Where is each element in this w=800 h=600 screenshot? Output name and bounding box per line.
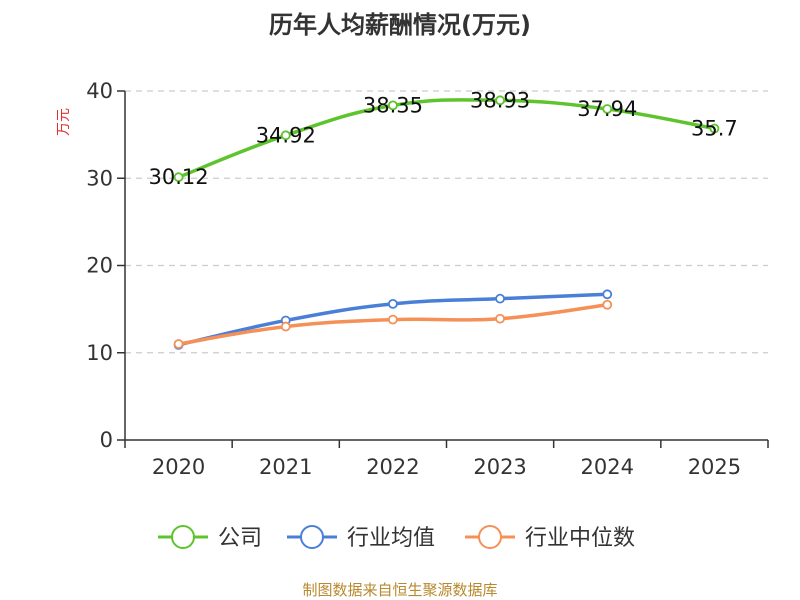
data-point <box>388 314 398 325</box>
data-point <box>388 100 398 111</box>
legend-item[interactable]: 行业均值 <box>287 525 435 551</box>
legend-label: 行业均值 <box>347 526 435 551</box>
x-tick-label: 2020 <box>152 455 205 479</box>
x-tick-label: 2023 <box>473 455 526 479</box>
y-tick-label: 0 <box>100 428 113 452</box>
data-point <box>709 123 720 134</box>
legend-label: 行业中位数 <box>525 526 635 551</box>
data-point <box>602 289 613 300</box>
data-label: 34.92 <box>256 123 316 147</box>
y-tick-label: 30 <box>86 166 113 190</box>
x-tick-label: 2021 <box>259 455 312 479</box>
data-labels: 30.12 34.92 38.35 38.93 37.94 35.7 <box>149 88 738 189</box>
axes: 0 10 20 30 40 2020 2021 2022 2023 2024 2025 <box>86 79 769 479</box>
data-point <box>280 130 291 141</box>
legend[interactable]: 公司 行业均值 行业中位数 <box>158 525 635 551</box>
legend-item[interactable]: 行业中位数 <box>465 525 635 551</box>
data-label: 30.12 <box>149 165 209 189</box>
x-tick-label: 2022 <box>366 455 419 479</box>
chart-title: 历年人均薪酬情况(万元) <box>269 11 531 39</box>
x-tick-label: 2025 <box>688 455 741 479</box>
data-point <box>388 298 398 309</box>
data-label: 38.93 <box>470 88 530 112</box>
data-point <box>280 321 291 332</box>
legend-item[interactable]: 公司 <box>158 525 262 551</box>
y-axis-label: 万元 <box>56 108 72 136</box>
data-point <box>495 313 505 324</box>
legend-swatch-marker <box>300 525 324 549</box>
data-point <box>602 299 613 310</box>
series-line-0 <box>176 98 717 179</box>
y-tick-label: 10 <box>86 341 113 365</box>
legend-swatch-marker <box>478 525 502 549</box>
x-tick-label: 2024 <box>581 455 634 479</box>
data-label: 35.7 <box>691 117 738 141</box>
data-label: 38.35 <box>363 93 423 117</box>
data-point <box>602 104 613 114</box>
gridlines <box>125 90 768 354</box>
series-group <box>173 95 720 350</box>
data-label: 37.94 <box>577 97 637 121</box>
data-point <box>173 172 184 183</box>
data-source-note: 制图数据来自恒生聚源数据库 <box>302 581 497 599</box>
y-tick-label: 40 <box>86 79 113 103</box>
data-point <box>173 339 184 349</box>
data-point <box>495 293 505 304</box>
legend-label: 公司 <box>218 526 262 551</box>
legend-swatch-marker <box>171 525 195 549</box>
data-point <box>495 95 505 106</box>
y-tick-label: 20 <box>86 254 113 278</box>
